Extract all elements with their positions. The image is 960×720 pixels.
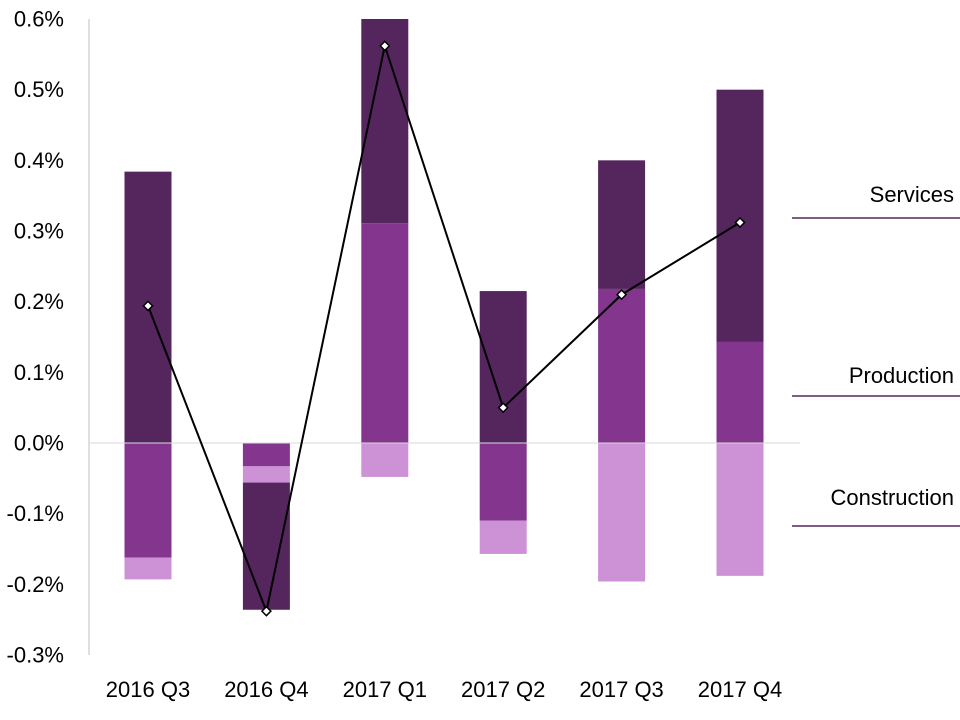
bar-services-1 (242, 482, 290, 610)
bar-production-5 (716, 341, 764, 443)
bar-services-5 (716, 89, 764, 342)
bar-construction-5 (716, 443, 764, 576)
y-tick-label: -0.2% (7, 572, 64, 597)
x-tick-label: 2017 Q3 (579, 677, 663, 702)
bar-services-4 (598, 160, 646, 289)
legend-label-production: Production (849, 363, 954, 388)
line-layer (142, 40, 746, 617)
legend-layer: Services Production Construction (792, 182, 960, 527)
total-marker-1 (260, 605, 272, 617)
x-tick-label: 2016 Q4 (224, 677, 308, 702)
total-marker-3 (497, 402, 509, 414)
x-tick-label: 2017 Q4 (698, 677, 782, 702)
y-tick-label: 0.0% (14, 431, 64, 456)
bar-construction-2 (361, 443, 409, 477)
bars-layer (124, 19, 764, 610)
bar-construction-0 (124, 557, 172, 580)
bar-construction-3 (479, 520, 527, 554)
bar-production-0 (124, 443, 172, 558)
y-tick-label: -0.1% (7, 501, 64, 526)
bar-construction-4 (598, 443, 646, 582)
bar-services-3 (479, 291, 527, 443)
bar-construction-1 (242, 466, 290, 483)
y-tick-label: 0.6% (14, 7, 64, 32)
total-marker-5 (734, 216, 746, 229)
legend-label-services: Services (870, 182, 954, 207)
y-tick-label: 0.1% (14, 360, 64, 385)
x-tick-label: 2017 Q2 (461, 677, 545, 702)
total-marker-0 (142, 300, 154, 312)
ticks-layer: 0.6% 0.5% 0.4% 0.3% 0.2% 0.1% 0.0% -0.1% -0.2% -0… (7, 7, 783, 703)
x-tick-label: 2016 Q3 (106, 677, 190, 702)
total-marker-2 (379, 40, 391, 52)
bar-production-3 (479, 443, 527, 521)
bar-production-1 (242, 443, 290, 467)
x-tick-label: 2017 Q1 (343, 677, 427, 702)
bar-production-4 (598, 288, 646, 443)
y-tick-label: 0.2% (14, 289, 64, 314)
legend-label-construction: Construction (830, 485, 954, 510)
total-line (147, 41, 741, 615)
total-marker-4 (616, 289, 628, 301)
bar-production-2 (361, 223, 409, 443)
y-tick-label: 0.4% (14, 148, 64, 173)
y-tick-label: 0.3% (14, 219, 64, 244)
y-tick-label: -0.3% (7, 643, 64, 668)
axes-layer (88, 19, 800, 655)
y-tick-label: 0.5% (14, 77, 64, 102)
